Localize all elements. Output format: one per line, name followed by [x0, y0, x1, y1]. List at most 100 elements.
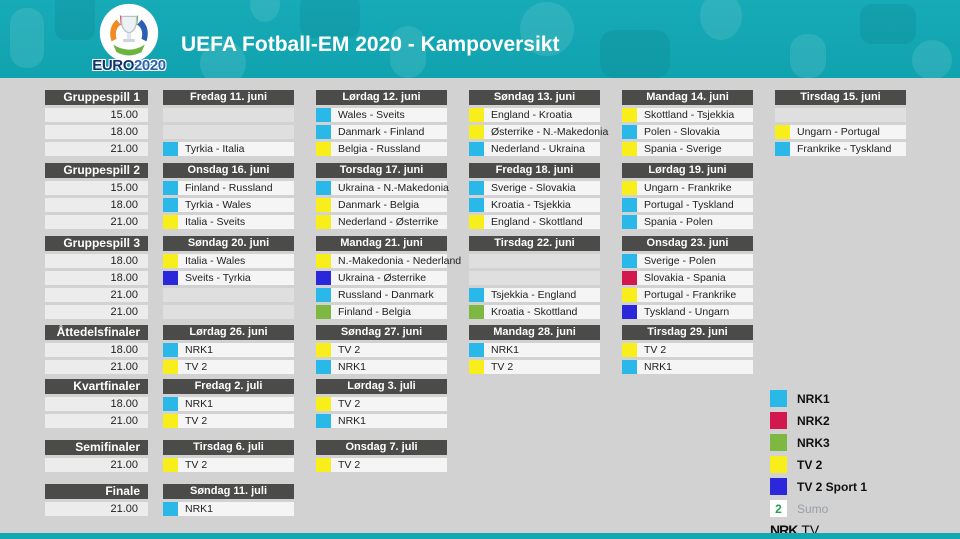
match-row[interactable]: Kroatia - Tsjekkia — [469, 198, 600, 212]
match-row[interactable]: Nederland - Ukraina — [469, 142, 600, 156]
match-row[interactable]: Portugal - Frankrike — [622, 288, 753, 302]
match-row[interactable]: TV 2 — [622, 343, 753, 357]
channel-color-tv2 — [316, 343, 331, 357]
match-row[interactable]: Italia - Wales — [163, 254, 294, 268]
match-row[interactable]: NRK1 — [316, 360, 447, 374]
kickoff-time: 18.00 — [45, 271, 148, 285]
match-label: TV 2 — [491, 361, 514, 373]
stage-label-column: Gruppespill 1 15.00 18.00 21.00 — [45, 90, 148, 156]
day-header: Søndag 11. juli — [163, 484, 294, 499]
match-row[interactable]: Finland - Belgia — [316, 305, 447, 319]
match-row[interactable]: Ungarn - Frankrike — [622, 181, 753, 195]
match-row[interactable]: Ungarn - Portugal — [775, 125, 906, 139]
day-header: Tirsdag 15. juni — [775, 90, 906, 105]
match-label: Tyrkia - Wales — [185, 199, 252, 211]
day-header: Onsdag 23. juni — [622, 236, 753, 251]
match-row[interactable]: Skottland - Tsjekkia — [622, 108, 753, 122]
match-row[interactable]: Ukraina - Østerrike — [316, 271, 447, 285]
match-row[interactable]: Ukraina - N.-Makedonia — [316, 181, 449, 195]
match-row[interactable]: Wales - Sveits — [316, 108, 447, 122]
match-row[interactable]: Nederland - Østerrike — [316, 215, 447, 229]
channel-color-tv2 — [622, 181, 637, 195]
schedule-band: Åttedelsfinaler 18.00 21.00 Lørdag 26. juni… — [45, 325, 960, 374]
match-row[interactable]: TV 2 — [316, 397, 447, 411]
match-row[interactable]: N.-Makedonia - Nederland — [316, 254, 461, 268]
day-column: Onsdag 23. juni Sverige - Polen Slovakia -… — [622, 236, 753, 319]
match-row[interactable]: TV 2 — [469, 360, 600, 374]
match-row[interactable]: Belgia - Russland — [316, 142, 447, 156]
match-row[interactable]: Tyrkia - Italia — [163, 142, 294, 156]
match-row[interactable]: NRK1 — [163, 502, 294, 516]
match-row[interactable]: Spania - Polen — [622, 215, 753, 229]
day-header: Søndag 27. juni — [316, 325, 447, 340]
match-row[interactable]: Russland - Danmark — [316, 288, 447, 302]
channel-color-nrk1 — [622, 125, 637, 139]
channel-color-tv2 — [469, 108, 484, 122]
match-row[interactable]: Sveits - Tyrkia — [163, 271, 294, 285]
page-title: UEFA Fotball-EM 2020 - Kampoversikt — [181, 33, 560, 56]
match-row[interactable]: NRK1 — [469, 343, 600, 357]
day-header: Tirsdag 22. juni — [469, 236, 600, 251]
channel-color-nrk1 — [163, 343, 178, 357]
header-pattern-shape — [912, 40, 952, 78]
match-row[interactable]: Polen - Slovakia — [622, 125, 753, 139]
channel-color-tv2 — [163, 360, 178, 374]
match-row[interactable]: Tyskland - Ungarn — [622, 305, 753, 319]
match-row[interactable]: Italia - Sveits — [163, 215, 294, 229]
match-row[interactable]: NRK1 — [316, 414, 447, 428]
match-row[interactable]: Danmark - Finland — [316, 125, 447, 139]
schedule-band: Gruppespill 1 15.00 18.00 21.00 Fredag 11. j… — [45, 90, 960, 156]
channel-color-nrk1 — [316, 360, 331, 374]
match-row[interactable]: Spania - Sverige — [622, 142, 753, 156]
channel-color-nrk1 — [163, 198, 178, 212]
channel-color-tv2sport1 — [622, 305, 637, 319]
match-row[interactable]: NRK1 — [163, 397, 294, 411]
match-row[interactable]: England - Kroatia — [469, 108, 600, 122]
channel-color-nrk2 — [770, 412, 787, 429]
match-row[interactable]: Østerrike - N.-Makedonia — [469, 125, 608, 139]
match-label: Danmark - Finland — [338, 126, 425, 138]
channel-color-tv2 — [622, 343, 637, 357]
stage-label-column: Gruppespill 3 18.00 18.00 21.00 21.00 — [45, 236, 148, 319]
match-row[interactable]: Sverige - Slovakia — [469, 181, 600, 195]
header-banner: EURO2020 UEFA Fotball-EM 2020 - Kampover… — [0, 0, 960, 78]
legend-item: TV 2 — [770, 456, 867, 473]
match-row[interactable]: NRK1 — [622, 360, 753, 374]
match-row[interactable]: Tyrkia - Wales — [163, 198, 294, 212]
match-row[interactable]: England - Skottland — [469, 215, 600, 229]
match-row[interactable]: Finland - Russland — [163, 181, 294, 195]
match-row[interactable]: TV 2 — [316, 343, 447, 357]
match-row[interactable]: TV 2 — [163, 458, 294, 472]
day-column: Fredag 11. juni Tyrkia - Italia — [163, 90, 294, 156]
match-row[interactable]: Sverige - Polen — [622, 254, 753, 268]
day-column: Tirsdag 15. juni Ungarn - Portugal Frankri… — [775, 90, 906, 156]
channel-color-tv2 — [775, 125, 790, 139]
header-pattern-shape — [300, 0, 360, 38]
channel-color-nrk1 — [316, 108, 331, 122]
match-row[interactable]: Tsjekkia - England — [469, 288, 600, 302]
day-header: Torsdag 17. juni — [316, 163, 447, 178]
stage-label-column: Gruppespill 2 15.00 18.00 21.00 — [45, 163, 148, 229]
match-row[interactable]: TV 2 — [316, 458, 447, 472]
match-row[interactable]: Portugal - Tyskland — [622, 198, 753, 212]
legend-item-sumo: 2 Sumo — [770, 500, 867, 517]
match-row[interactable]: TV 2 — [163, 360, 294, 374]
match-label: Ukraina - N.-Makedonia — [338, 182, 449, 194]
channel-color-tv2 — [163, 215, 178, 229]
day-column: Søndag 13. juni England - Kroatia Østerrik… — [469, 90, 608, 156]
legend-label: TV 2 Sport 1 — [797, 479, 868, 494]
day-header: Lørdag 26. juni — [163, 325, 294, 340]
match-row[interactable]: Frankrike - Tyskland — [775, 142, 906, 156]
match-row[interactable]: Danmark - Belgia — [316, 198, 447, 212]
match-row[interactable]: NRK1 — [163, 343, 294, 357]
channel-color-tv2sport1 — [770, 478, 787, 495]
match-row[interactable]: TV 2 — [163, 414, 294, 428]
match-label: TV 2 — [338, 344, 361, 356]
match-row[interactable]: Kroatia - Skottland — [469, 305, 600, 319]
channel-legend: NRK1 NRK2 NRK3 TV 2 TV 2 Sport 1 2 Sumo NRK TV — [770, 390, 867, 538]
channel-color-nrk3 — [316, 305, 331, 319]
match-row[interactable]: Slovakia - Spania — [622, 271, 753, 285]
match-label: Italia - Sveits — [185, 216, 246, 228]
kickoff-time: 18.00 — [45, 397, 148, 411]
